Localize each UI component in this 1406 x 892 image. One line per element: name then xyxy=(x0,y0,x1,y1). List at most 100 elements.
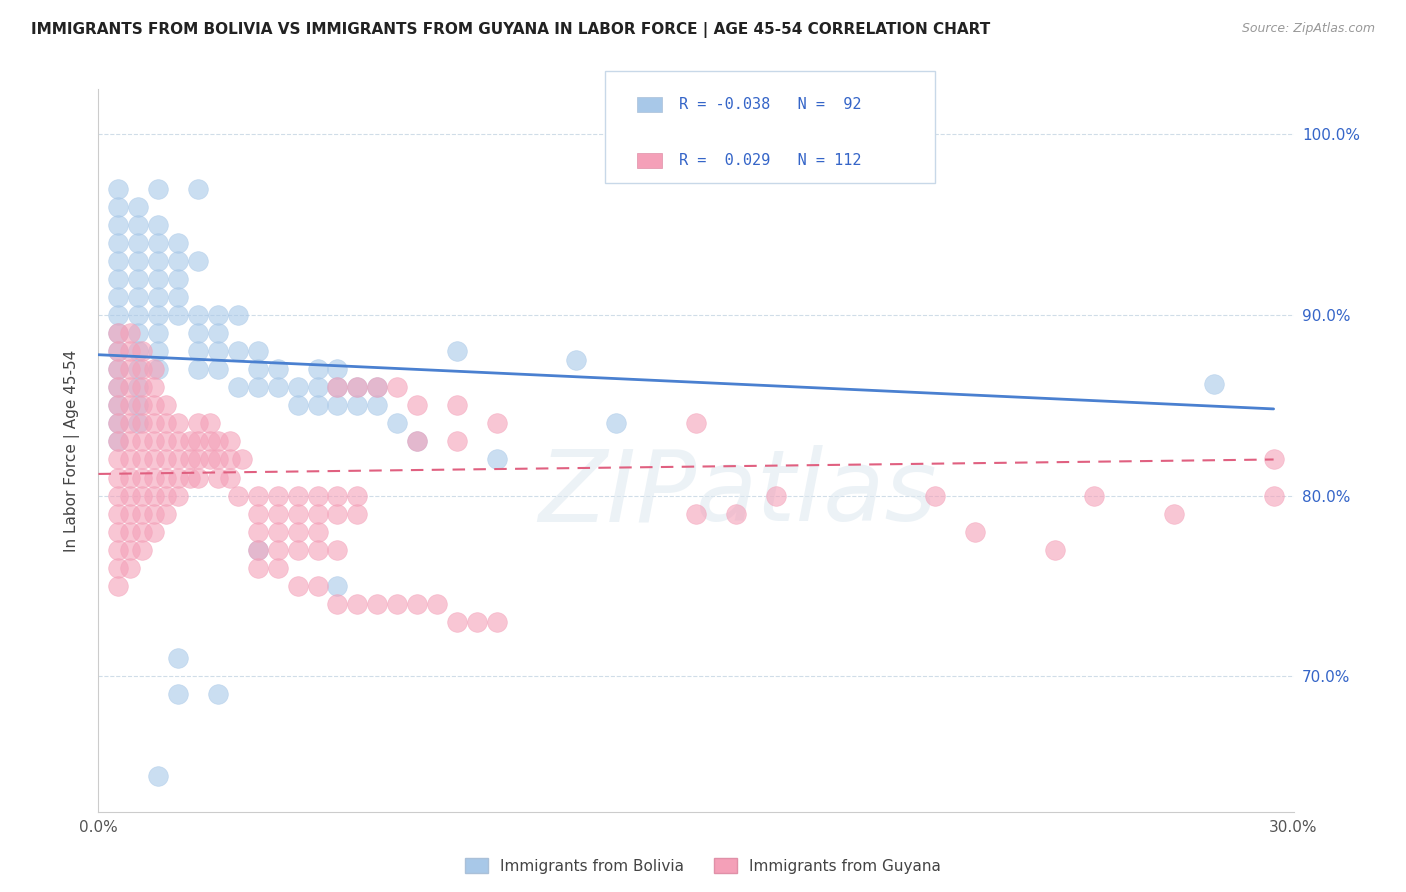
Point xyxy=(385,417,409,431)
Point xyxy=(131,470,153,484)
Point xyxy=(226,308,249,322)
Point xyxy=(187,308,209,322)
Point xyxy=(143,434,166,449)
Point xyxy=(485,452,508,467)
Point xyxy=(148,253,170,268)
Point xyxy=(127,417,149,431)
Point xyxy=(219,434,242,449)
Point xyxy=(307,489,329,503)
Point xyxy=(107,344,129,359)
Point xyxy=(127,344,149,359)
Point xyxy=(207,308,229,322)
Point xyxy=(120,452,142,467)
Text: R = -0.038   N =  92: R = -0.038 N = 92 xyxy=(679,97,862,112)
Point xyxy=(143,470,166,484)
Point xyxy=(167,253,190,268)
Point xyxy=(446,344,468,359)
Point xyxy=(246,507,269,521)
Point xyxy=(131,507,153,521)
Point xyxy=(267,507,290,521)
Point xyxy=(127,200,149,214)
Point xyxy=(107,326,129,340)
Point xyxy=(287,398,309,412)
Point xyxy=(179,470,201,484)
Point xyxy=(127,362,149,376)
Point xyxy=(155,470,177,484)
Point xyxy=(326,507,349,521)
Point xyxy=(187,417,209,431)
Point xyxy=(167,489,190,503)
Point xyxy=(155,452,177,467)
Point xyxy=(131,417,153,431)
Point xyxy=(143,524,166,539)
Point xyxy=(187,181,209,195)
Point xyxy=(267,362,290,376)
Point xyxy=(326,380,349,394)
Point xyxy=(120,344,142,359)
Text: ZIP: ZIP xyxy=(537,445,696,542)
Point xyxy=(326,380,349,394)
Point xyxy=(127,253,149,268)
Point xyxy=(1043,542,1066,557)
Point xyxy=(246,524,269,539)
Point xyxy=(685,507,707,521)
Point xyxy=(246,344,269,359)
Legend: Immigrants from Bolivia, Immigrants from Guyana: Immigrants from Bolivia, Immigrants from… xyxy=(458,852,948,880)
Point xyxy=(120,380,142,394)
Point xyxy=(120,326,142,340)
Point xyxy=(107,489,129,503)
Point xyxy=(267,380,290,394)
Point xyxy=(307,542,329,557)
Point xyxy=(287,489,309,503)
Point xyxy=(1163,507,1185,521)
Point xyxy=(605,417,627,431)
Y-axis label: In Labor Force | Age 45-54: In Labor Force | Age 45-54 xyxy=(63,350,80,551)
Point xyxy=(385,597,409,611)
Point xyxy=(107,380,129,394)
Point xyxy=(143,380,166,394)
Point xyxy=(120,470,142,484)
Point xyxy=(326,597,349,611)
Point xyxy=(446,434,468,449)
Point xyxy=(267,489,290,503)
Point xyxy=(107,579,129,593)
Point xyxy=(485,417,508,431)
Point xyxy=(120,362,142,376)
Point xyxy=(207,344,229,359)
Point xyxy=(120,398,142,412)
Point xyxy=(1083,489,1105,503)
Point xyxy=(107,452,129,467)
Point xyxy=(131,434,153,449)
Point xyxy=(207,687,229,701)
Point xyxy=(143,452,166,467)
Point xyxy=(167,308,190,322)
Point xyxy=(127,272,149,286)
Point xyxy=(346,489,368,503)
Point xyxy=(167,272,190,286)
Point xyxy=(406,597,429,611)
Point xyxy=(107,272,129,286)
Point xyxy=(143,362,166,376)
Point xyxy=(155,417,177,431)
Point xyxy=(246,362,269,376)
Point xyxy=(406,434,429,449)
Point xyxy=(226,489,249,503)
Point xyxy=(127,308,149,322)
Point xyxy=(326,542,349,557)
Point xyxy=(346,507,368,521)
Point xyxy=(198,417,221,431)
Point xyxy=(246,489,269,503)
Point xyxy=(107,398,129,412)
Point xyxy=(107,380,129,394)
Point xyxy=(120,507,142,521)
Point xyxy=(148,326,170,340)
Point xyxy=(1263,452,1285,467)
Point xyxy=(131,362,153,376)
Point xyxy=(307,398,329,412)
Point xyxy=(685,417,707,431)
Text: R =  0.029   N = 112: R = 0.029 N = 112 xyxy=(679,153,862,168)
Point xyxy=(120,417,142,431)
Point xyxy=(107,434,129,449)
Point xyxy=(131,524,153,539)
Point xyxy=(246,542,269,557)
